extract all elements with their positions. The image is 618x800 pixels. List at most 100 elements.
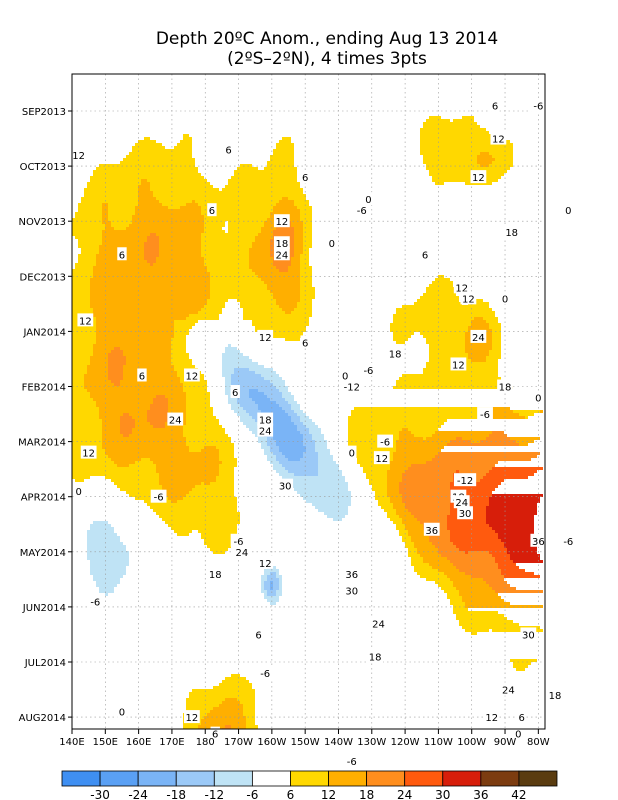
field-cell (108, 218, 132, 221)
field-cell (165, 395, 186, 398)
field-cell (306, 500, 351, 503)
field-cell (99, 416, 120, 419)
field-cell (162, 485, 195, 488)
contour-label-box (470, 329, 487, 343)
field-cell (192, 689, 255, 692)
field-cell (447, 518, 486, 521)
field-cell (300, 494, 351, 497)
field-cell (72, 362, 90, 365)
field-cell (225, 347, 237, 350)
field-cell (225, 350, 240, 353)
field-cell (279, 584, 282, 587)
field-cell (219, 470, 234, 473)
field-cell (483, 578, 504, 581)
field-cell (213, 707, 243, 710)
field-cell (102, 239, 147, 242)
field-cell (411, 464, 495, 467)
field-cell (108, 203, 138, 206)
field-cell (396, 509, 408, 512)
field-cell (72, 233, 102, 236)
field-cell (147, 260, 156, 263)
field-cell (402, 374, 498, 377)
field-cell (111, 458, 141, 461)
field-cell (90, 281, 210, 284)
field-cell (459, 569, 501, 572)
field-cell (399, 491, 450, 494)
field-cell (102, 443, 186, 446)
field-cell (255, 329, 306, 332)
field-cell (405, 542, 414, 545)
field-cell (354, 407, 492, 410)
contour-label-box (513, 726, 524, 740)
field-cell (489, 500, 540, 503)
field-cell (414, 569, 438, 572)
contour-label-text: 18 (259, 416, 272, 427)
field-cell (267, 599, 279, 602)
field-cell (201, 248, 249, 251)
field-cell (420, 134, 498, 137)
field-cell (219, 455, 234, 458)
field-cell (90, 362, 108, 365)
field-cell (264, 596, 279, 599)
field-cell (465, 602, 510, 605)
field-cell (219, 704, 243, 707)
field-cell (72, 224, 105, 227)
contour-label-box (500, 291, 510, 305)
field-cell (456, 437, 462, 440)
field-cell (513, 560, 543, 563)
field-cell (282, 308, 294, 311)
field-cell (489, 551, 507, 554)
field-cell (456, 617, 507, 620)
field-cell (279, 461, 318, 464)
field-cell (264, 392, 282, 395)
field-cell (267, 284, 300, 287)
field-cell (267, 395, 282, 398)
contour-label-text: 24 (169, 416, 182, 427)
contour-label-text: 18 (549, 691, 562, 702)
field-cell (276, 575, 282, 578)
field-cell (447, 443, 519, 446)
field-cell (399, 530, 408, 533)
contour-label-box (377, 434, 394, 448)
field-cell (186, 392, 210, 395)
field-cell (255, 326, 306, 329)
field-cell (243, 311, 285, 314)
field-cell (87, 389, 183, 392)
field-cell (102, 422, 120, 425)
field-cell (72, 428, 102, 431)
field-cell (456, 545, 504, 548)
field-cell (198, 311, 222, 314)
contour-label: 12 (184, 368, 200, 382)
field-cell (291, 485, 348, 488)
field-cell (450, 560, 495, 563)
field-cell (390, 461, 426, 464)
field-cell (249, 413, 264, 416)
field-cell (351, 413, 483, 416)
field-cell (132, 416, 147, 419)
field-cell (237, 698, 255, 701)
field-cell (426, 461, 498, 464)
plot-frame (71, 73, 546, 730)
field-cell (72, 338, 96, 341)
field-cell (204, 215, 270, 218)
field-cell (288, 458, 300, 461)
field-cell (492, 347, 501, 350)
field-cell (294, 200, 309, 203)
field-cell (123, 365, 174, 368)
contour-label: 24 (500, 682, 517, 697)
field-cell (198, 530, 237, 533)
field-cell (90, 566, 126, 569)
field-cell (492, 629, 543, 632)
y-tick-label: JUN2014 (22, 603, 66, 614)
contour-label-box (257, 666, 274, 680)
field-cell (486, 518, 534, 521)
contour-label-box (353, 203, 370, 217)
field-cell (477, 158, 495, 161)
field-cell (318, 452, 330, 455)
field-cell (72, 461, 114, 464)
contour-label: 18 (547, 688, 563, 702)
field-cell (429, 539, 450, 542)
field-cell (459, 620, 513, 623)
field-cell (102, 419, 120, 422)
